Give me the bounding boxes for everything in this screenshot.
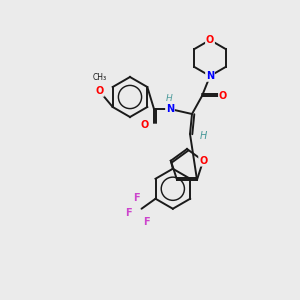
Text: N: N — [166, 104, 174, 114]
Text: O: O — [96, 86, 104, 96]
Text: N: N — [206, 71, 214, 81]
Text: O: O — [219, 91, 227, 101]
Text: F: F — [133, 193, 140, 203]
Text: O: O — [199, 156, 207, 166]
Text: H: H — [166, 94, 172, 103]
Text: CH₃: CH₃ — [93, 73, 107, 82]
Text: O: O — [206, 35, 214, 45]
Text: O: O — [141, 120, 149, 130]
Text: F: F — [125, 208, 131, 218]
Text: H: H — [200, 131, 207, 141]
Text: F: F — [143, 217, 150, 227]
